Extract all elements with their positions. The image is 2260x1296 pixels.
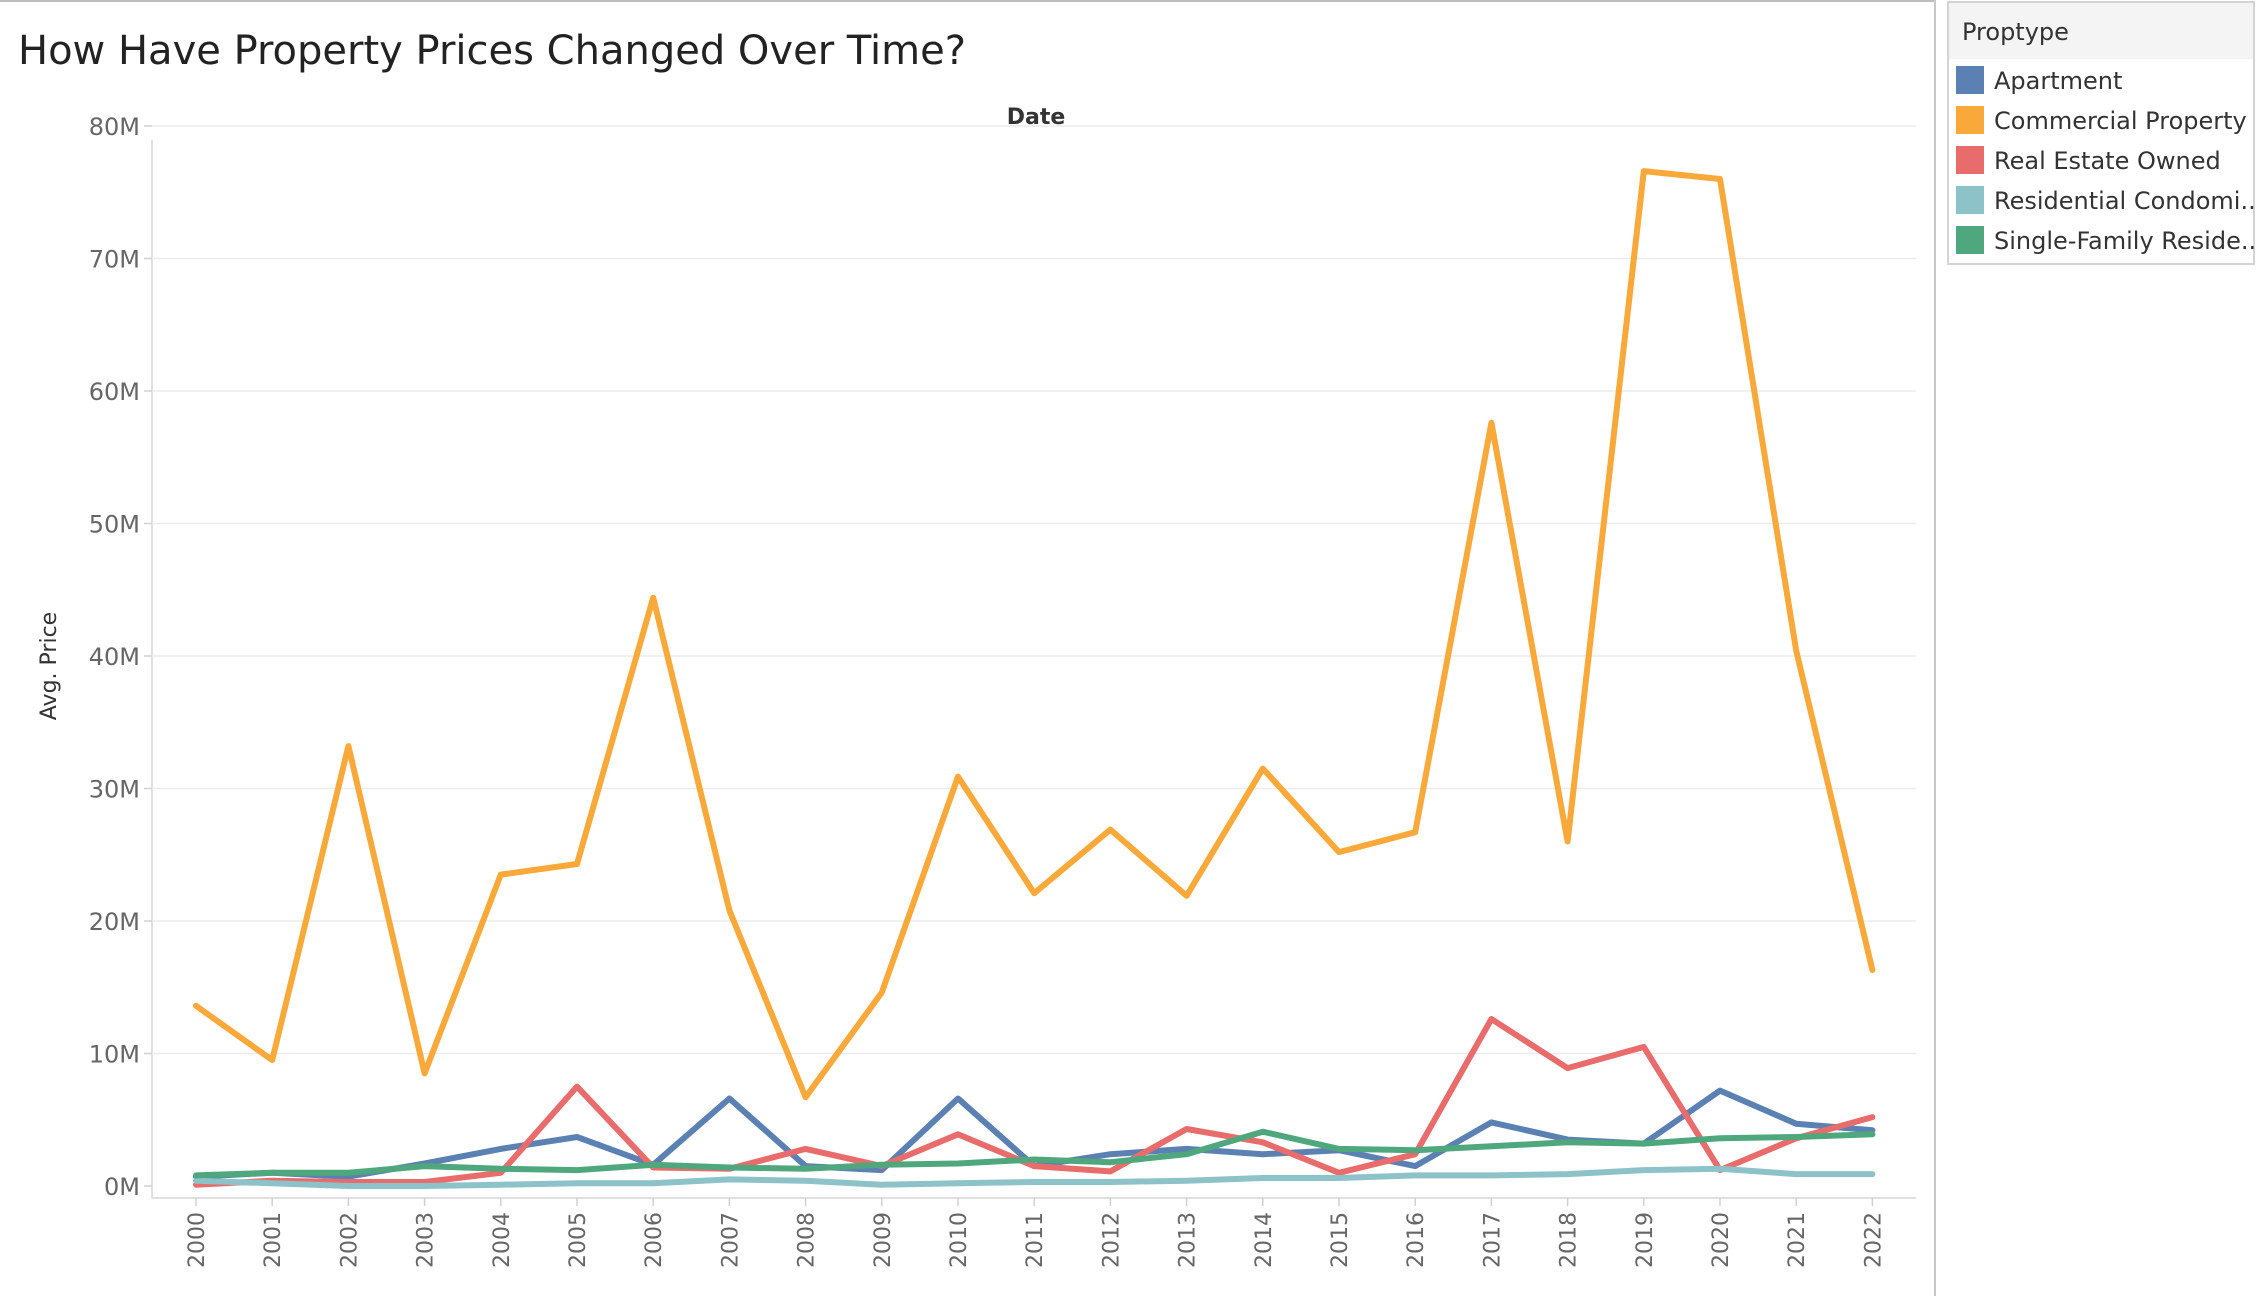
x-tick-label: 2021 bbox=[1785, 1212, 1810, 1268]
series-line-single-family-reside bbox=[193, 1128, 1876, 1179]
chart-title: How Have Property Prices Changed Over Ti… bbox=[18, 28, 966, 74]
y-tick-label: 50M bbox=[89, 511, 140, 539]
legend-swatch-apartment bbox=[1956, 66, 1984, 94]
legend-items: Apartment Commercial Property Real Estate … bbox=[1956, 66, 2256, 255]
x-tick-label: 2005 bbox=[566, 1212, 591, 1268]
y-tick-label: 60M bbox=[89, 378, 140, 406]
legend-swatch-real-estate-owned bbox=[1956, 146, 1984, 174]
series-lines bbox=[193, 168, 1876, 1189]
x-tick-label: 2018 bbox=[1557, 1212, 1582, 1268]
x-tick-label: 2022 bbox=[1861, 1212, 1886, 1268]
legend: Proptype Apartment Commercial Property Rea… bbox=[1947, 1, 2256, 265]
x-tick-label: 2016 bbox=[1404, 1212, 1429, 1268]
legend-header bbox=[1949, 3, 2253, 59]
x-tick-label: 2002 bbox=[337, 1212, 362, 1268]
x-tick-label: 2004 bbox=[490, 1212, 515, 1268]
x-tick-label: 2012 bbox=[1099, 1212, 1124, 1268]
y-tick-label: 30M bbox=[89, 776, 140, 804]
series-line-real-estate-owned bbox=[193, 1016, 1876, 1188]
y-tick-label: 80M bbox=[89, 113, 140, 141]
legend-swatch-residential-condomi bbox=[1956, 186, 1984, 214]
series-line-commercial-property bbox=[193, 168, 1876, 1101]
x-tick-label: 2007 bbox=[718, 1212, 743, 1268]
y-axis-ticks: 0M 10M 20M 30M 40M 50M 60M 70M 80M bbox=[89, 113, 152, 1201]
x-tick-label: 2015 bbox=[1328, 1212, 1353, 1268]
x-tick-label: 2000 bbox=[185, 1212, 210, 1268]
y-axis-title: Avg. Price bbox=[37, 612, 62, 720]
y-tick-label: 70M bbox=[89, 246, 140, 274]
x-tick-label: 2006 bbox=[642, 1212, 667, 1268]
legend-swatch-single-family-reside bbox=[1956, 226, 1984, 254]
legend-label-real-estate-owned: Real Estate Owned bbox=[1994, 147, 2221, 175]
legend-label-residential-condomi: Residential Condomi.. bbox=[1994, 187, 2256, 215]
y-tick-label: 20M bbox=[89, 908, 140, 936]
legend-label-commercial-property: Commercial Property bbox=[1994, 107, 2247, 135]
series-line-residential-condomi bbox=[193, 1165, 1876, 1189]
x-tick-label: 2001 bbox=[261, 1212, 286, 1268]
x-tick-label: 2019 bbox=[1633, 1212, 1658, 1268]
x-tick-label: 2014 bbox=[1252, 1212, 1277, 1268]
x-tick-label: 2009 bbox=[871, 1212, 896, 1268]
x-axis-ticks: 2000 2001 2002 2003 2004 2005 2006 2007 2008 2009… bbox=[185, 1198, 1886, 1268]
x-tick-label: 2010 bbox=[947, 1212, 972, 1268]
x-tick-label: 2011 bbox=[1023, 1212, 1048, 1268]
x-tick-label: 2017 bbox=[1480, 1212, 1505, 1268]
gridlines bbox=[152, 125, 1916, 1055]
x-tick-label: 2013 bbox=[1176, 1212, 1201, 1268]
legend-title: Proptype bbox=[1962, 18, 2069, 46]
x-tick-label: 2008 bbox=[795, 1212, 820, 1268]
x-tick-label: 2020 bbox=[1709, 1212, 1734, 1268]
legend-swatch-commercial-property bbox=[1956, 106, 1984, 134]
y-tick-label: 40M bbox=[89, 643, 140, 671]
y-tick-label: 0M bbox=[104, 1173, 140, 1201]
legend-label-single-family-reside: Single-Family Reside.. bbox=[1994, 227, 2256, 255]
x-tick-label: 2003 bbox=[414, 1212, 439, 1268]
y-tick-label: 10M bbox=[89, 1041, 140, 1069]
legend-label-apartment: Apartment bbox=[1994, 67, 2122, 95]
